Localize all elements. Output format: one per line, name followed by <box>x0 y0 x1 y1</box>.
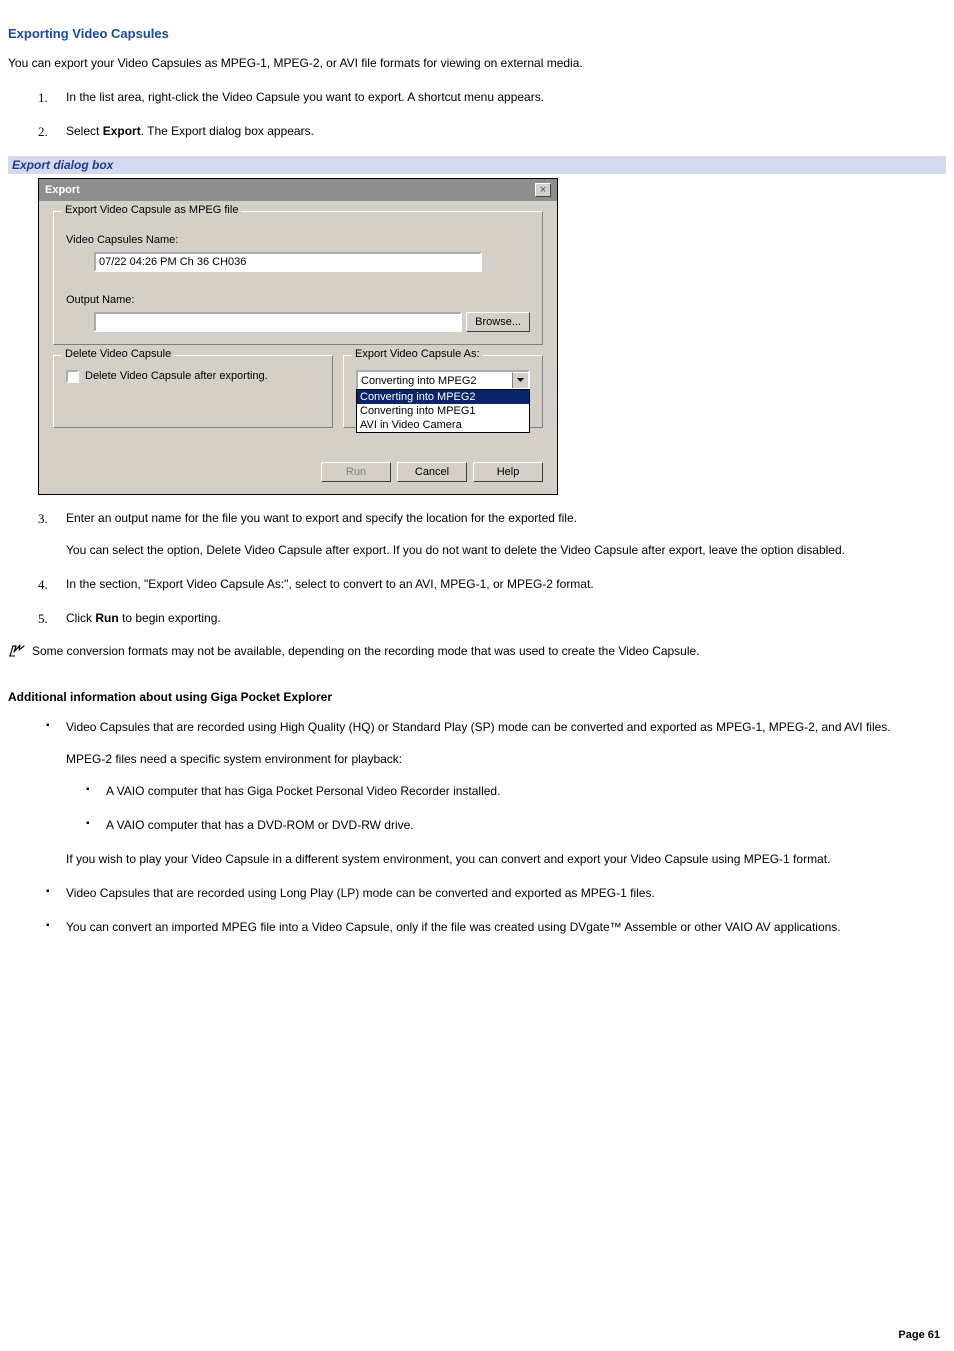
step-5-bold: Run <box>95 611 118 625</box>
bullet-1-sub2: A VAIO computer that has a DVD-ROM or DV… <box>78 816 946 834</box>
cancel-button[interactable]: Cancel <box>397 462 467 482</box>
bullet-2: Video Capsules that are recorded using L… <box>38 884 946 902</box>
bullet-3: You can convert an imported MPEG file in… <box>38 918 946 936</box>
run-button[interactable]: Run <box>321 462 391 482</box>
note-text: Some conversion formats may not be avail… <box>32 643 700 660</box>
intro-text: You can export your Video Capsules as MP… <box>8 55 946 72</box>
vcn-input[interactable] <box>94 252 482 272</box>
page-title: Exporting Video Capsules <box>8 26 946 41</box>
step-2-bold: Export <box>103 124 141 138</box>
delete-checkbox[interactable] <box>66 370 79 383</box>
step-2: Select Export. The Export dialog box app… <box>38 122 946 140</box>
step-2-prefix: Select <box>66 124 103 138</box>
group-export-legend: Export Video Capsule as MPEG file <box>62 204 241 216</box>
group-export-as: Export Video Capsule As: Converting into… <box>343 355 543 428</box>
format-option-mpeg2[interactable]: Converting into MPEG2 <box>357 390 529 404</box>
bullet-1a: Video Capsules that are recorded using H… <box>66 720 891 734</box>
step-5-prefix: Click <box>66 611 95 625</box>
export-as-legend: Export Video Capsule As: <box>352 348 483 360</box>
figure-caption: Export dialog box <box>8 156 946 174</box>
note: Some conversion formats may not be avail… <box>8 643 946 664</box>
step-3-a: Enter an output name for the file you wa… <box>66 511 577 525</box>
steps-bottom: Enter an output name for the file you wa… <box>38 509 946 627</box>
step-5-suffix: to begin exporting. <box>119 611 221 625</box>
group-delete: Delete Video Capsule Delete Video Capsul… <box>53 355 333 428</box>
delete-checkbox-label: Delete Video Capsule after exporting. <box>85 370 268 382</box>
output-input[interactable] <box>94 312 462 332</box>
delete-legend: Delete Video Capsule <box>62 348 174 360</box>
step-1: In the list area, right-click the Video … <box>38 88 946 106</box>
page-number: Page 61 <box>898 1329 940 1341</box>
steps-top: In the list area, right-click the Video … <box>38 88 946 140</box>
export-dialog: Export × Export Video Capsule as MPEG fi… <box>38 178 558 495</box>
format-option-mpeg1[interactable]: Converting into MPEG1 <box>357 404 529 418</box>
dialog-titlebar: Export × <box>39 179 557 201</box>
vcn-label: Video Capsules Name: <box>66 234 530 246</box>
bullet-1c: If you wish to play your Video Capsule i… <box>66 850 946 868</box>
format-dropdown-list: Converting into MPEG2 Converting into MP… <box>356 389 530 433</box>
note-icon <box>8 643 28 664</box>
step-3-b: You can select the option, Delete Video … <box>66 541 946 559</box>
bullet-1: Video Capsules that are recorded using H… <box>38 718 946 868</box>
format-option-avi[interactable]: AVI in Video Camera <box>357 418 529 432</box>
chevron-down-icon[interactable] <box>512 372 528 388</box>
close-icon[interactable]: × <box>535 183 551 197</box>
group-export-mpeg: Export Video Capsule as MPEG file Video … <box>53 211 543 345</box>
subheading: Additional information about using Giga … <box>8 690 946 704</box>
browse-button[interactable]: Browse... <box>466 312 530 332</box>
bullet-1b: MPEG-2 files need a specific system envi… <box>66 750 946 768</box>
step-2-suffix: . The Export dialog box appears. <box>141 124 314 138</box>
step-5: Click Run to begin exporting. <box>38 609 946 627</box>
format-combobox[interactable]: Converting into MPEG2 <box>356 370 530 390</box>
bullet-1-sub1: A VAIO computer that has Giga Pocket Per… <box>78 782 946 800</box>
step-4: In the section, "Export Video Capsule As… <box>38 575 946 593</box>
step-3: Enter an output name for the file you wa… <box>38 509 946 559</box>
bullet-list: Video Capsules that are recorded using H… <box>38 718 946 936</box>
output-label: Output Name: <box>66 294 530 306</box>
format-value: Converting into MPEG2 <box>358 372 512 388</box>
help-button[interactable]: Help <box>473 462 543 482</box>
dialog-title: Export <box>45 184 80 196</box>
